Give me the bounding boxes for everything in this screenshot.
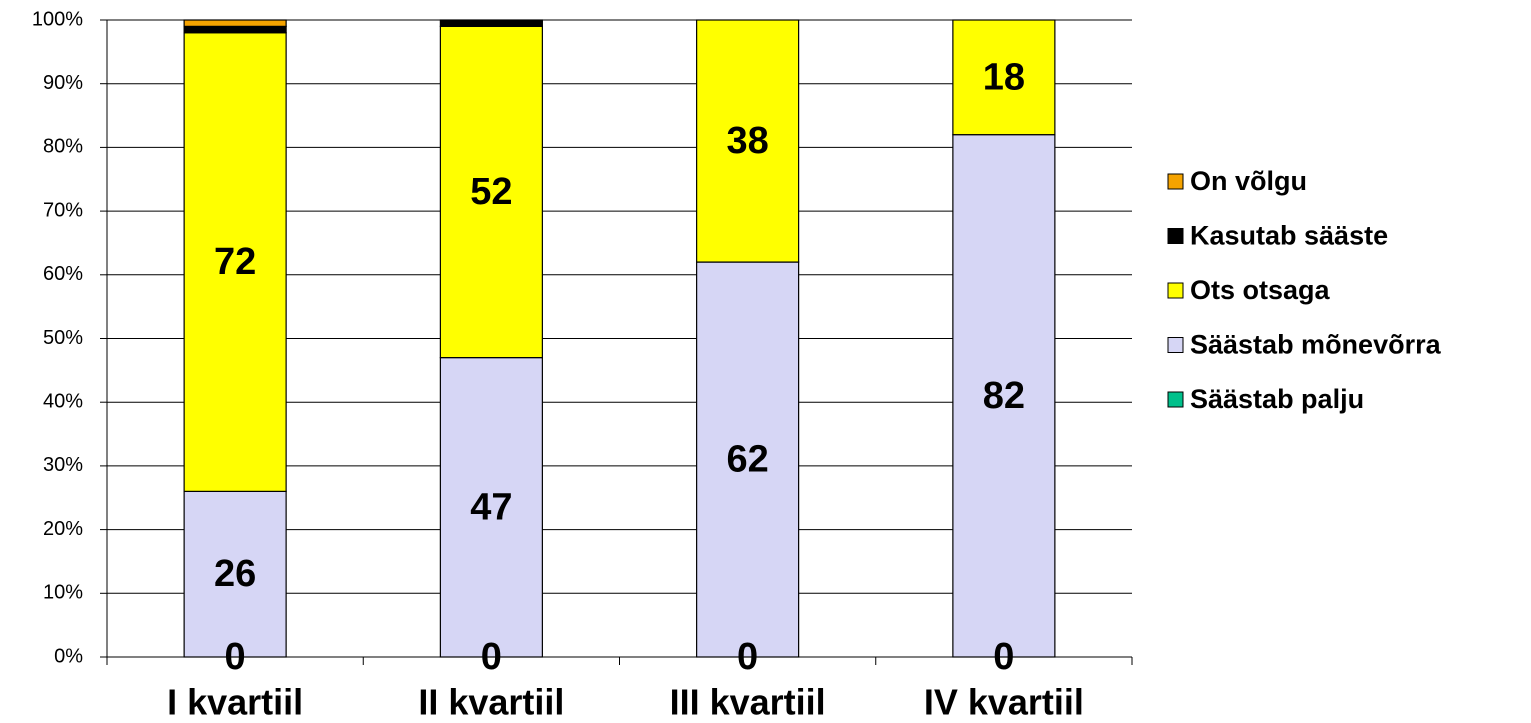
bar-segment <box>439 357 543 658</box>
bar-segment <box>696 261 800 658</box>
data-label: 62 <box>726 439 768 481</box>
legend-label: Ots otsaga <box>1190 275 1331 305</box>
y-tick-label: 100% <box>32 8 83 30</box>
y-tick-label: 60% <box>43 263 83 285</box>
y-tick-label: 80% <box>43 136 83 158</box>
legend-label: On võlgu <box>1190 166 1307 196</box>
y-tick-label: 70% <box>43 199 83 221</box>
data-label: 0 <box>737 636 758 678</box>
data-label: 26 <box>214 553 256 595</box>
legend-swatch <box>1167 228 1184 244</box>
data-label: 82 <box>983 375 1025 417</box>
data-label: 38 <box>726 120 768 162</box>
data-label: 0 <box>225 636 246 678</box>
x-tick-label: II kvartiil <box>418 682 564 723</box>
bar-segment <box>183 25 287 34</box>
y-tick-label: 40% <box>43 390 83 412</box>
data-label: 52 <box>470 171 512 213</box>
bar-segment <box>183 19 287 27</box>
y-tick-label: 50% <box>43 327 83 349</box>
y-tick-label: 0% <box>54 645 83 667</box>
bar-segment <box>183 490 287 658</box>
legend-swatch <box>1167 173 1184 190</box>
legend-label: Kasutab sääste <box>1190 221 1388 251</box>
legend-label: Säästab mõnevõrra <box>1190 330 1442 360</box>
legend-swatch <box>1167 391 1184 408</box>
data-label: 18 <box>983 56 1025 98</box>
bar-segment <box>952 19 1056 136</box>
y-tick-label: 20% <box>43 518 83 540</box>
bar-segment <box>439 19 543 27</box>
y-tick-label: 10% <box>43 582 83 604</box>
bar-segment <box>952 134 1056 658</box>
y-tick-label: 30% <box>43 454 83 476</box>
legend-label: Säästab palju <box>1190 384 1364 414</box>
legend-swatch <box>1167 337 1184 353</box>
data-label: 72 <box>214 241 256 283</box>
data-label: 0 <box>481 636 502 678</box>
bar-segment <box>696 19 800 263</box>
x-tick-label: IV kvartiil <box>924 682 1084 723</box>
bar-segment <box>439 25 543 359</box>
data-label: 0 <box>993 636 1014 678</box>
legend-swatch <box>1167 282 1184 299</box>
y-tick-label: 90% <box>43 72 83 94</box>
bar-segment <box>183 32 287 492</box>
data-label: 47 <box>470 486 512 528</box>
x-tick-label: III kvartiil <box>670 682 826 723</box>
x-tick-label: I kvartiil <box>167 682 303 723</box>
